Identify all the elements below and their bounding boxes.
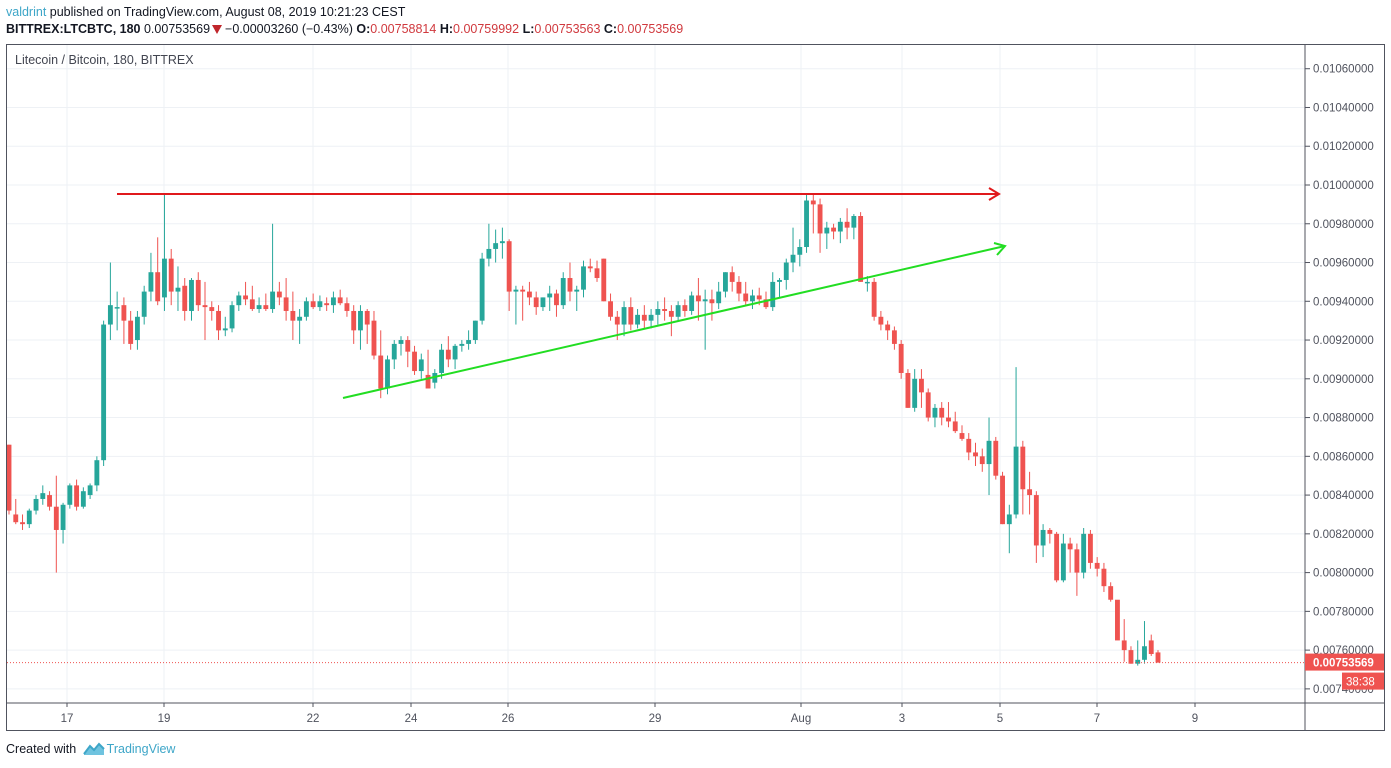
price-tick-label: 0.01060000 xyxy=(1313,64,1374,76)
footer-credit: Created with TradingView xyxy=(6,742,175,759)
price-tick-label: 0.00960000 xyxy=(1313,258,1374,270)
time-tick-label: 22 xyxy=(307,713,320,725)
countdown-badge xyxy=(1342,672,1385,690)
chart-frame xyxy=(6,44,1385,731)
high-label: H: xyxy=(439,22,454,36)
close-label: C: xyxy=(603,22,618,36)
price-change: −0.00003260 (−0.43%) xyxy=(225,22,353,36)
time-tick-label: 3 xyxy=(899,713,905,725)
price-tick-label: 0.00860000 xyxy=(1313,451,1374,463)
time-tick-label: 24 xyxy=(405,713,418,725)
author-link[interactable]: valdrint xyxy=(6,5,47,19)
publish-info: valdrint published on TradingView.com, A… xyxy=(6,5,405,19)
time-tick-label: 5 xyxy=(997,713,1003,725)
price-tick-label: 0.00900000 xyxy=(1313,374,1374,386)
price-tick-label: 0.01020000 xyxy=(1313,141,1374,153)
created-with-text: Created with xyxy=(6,742,77,756)
time-tick-label: Aug xyxy=(791,713,811,725)
low-label: L: xyxy=(522,22,535,36)
chart-axes: 0.01060000 0.01040000 0.01020000 0.01000000… xyxy=(7,45,1385,731)
last-price: 0.00753569 xyxy=(143,22,211,36)
chart-grid xyxy=(7,45,1305,703)
time-tick-label: 17 xyxy=(61,713,74,725)
time-tick-label: 7 xyxy=(1094,713,1100,725)
drawing-annotations xyxy=(7,187,1305,664)
open-value: 0.00758814 xyxy=(370,22,437,36)
price-tick-label: 0.00940000 xyxy=(1313,296,1374,308)
high-value: 0.00759992 xyxy=(453,22,520,36)
price-tick-label: 0.00820000 xyxy=(1313,529,1374,541)
time-tick-label: 19 xyxy=(158,713,171,725)
price-tick-label: 0.01040000 xyxy=(1313,102,1374,114)
price-tick-label: 0.00840000 xyxy=(1313,490,1374,502)
chart-legend: Litecoin / Bitcoin, 180, BITTREX xyxy=(15,53,194,67)
symbol-info-bar: BITTREX:LTCBTC, 180 0.00753569 −0.0000326… xyxy=(6,22,683,36)
current-price-badge xyxy=(1305,653,1385,671)
price-tick-label: 0.00980000 xyxy=(1313,219,1374,231)
time-tick-label: 26 xyxy=(502,713,515,725)
current-price-label: 0.00753569 xyxy=(1313,658,1374,670)
candle-series xyxy=(6,194,1161,666)
price-tick-label: 0.01000000 xyxy=(1313,180,1374,192)
published-text: published on TradingView.com, August 08,… xyxy=(46,5,406,19)
open-label: O: xyxy=(356,22,371,36)
price-tick-label: 0.00780000 xyxy=(1313,606,1374,618)
support-trendline xyxy=(342,245,1006,399)
close-value: 0.00753569 xyxy=(617,22,684,36)
tradingview-logo-icon xyxy=(82,742,105,759)
price-tick-label: 0.00920000 xyxy=(1313,335,1374,347)
triangle-down-icon xyxy=(212,25,223,34)
price-tick-label: 0.00880000 xyxy=(1313,413,1374,425)
time-tick-label: 29 xyxy=(649,713,662,725)
price-tick-label: 0.00800000 xyxy=(1313,568,1374,580)
symbol-name: BITTREX:LTCBTC, 180 xyxy=(6,22,141,36)
low-value: 0.00753563 xyxy=(534,22,601,36)
bar-countdown-label: 38:38 xyxy=(1346,677,1375,689)
tradingview-brand-link[interactable]: TradingView xyxy=(106,742,176,756)
time-tick-label: 9 xyxy=(1192,713,1198,725)
